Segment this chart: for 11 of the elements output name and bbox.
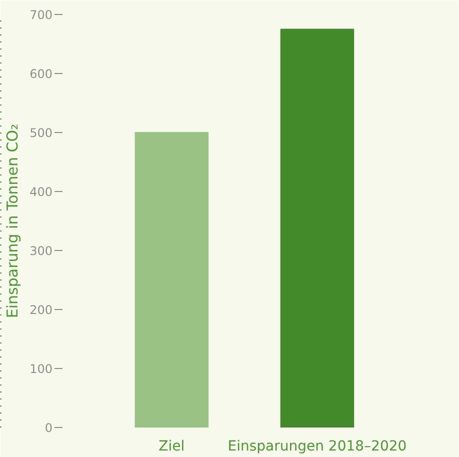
x-tick-label: Ziel [158, 438, 185, 454]
y-tick-label: 400 [30, 185, 52, 199]
y-tick-label: 100 [30, 362, 52, 376]
y-tick-label: 300 [30, 244, 52, 258]
y-tick-label: 600 [30, 67, 52, 81]
y-tick-label: 700 [30, 8, 52, 22]
y-tick-label: 500 [30, 126, 52, 140]
y-tick-label: 0 [44, 421, 53, 435]
y-axis-title: Einsparung in Tonnen CO₂ [4, 124, 22, 318]
x-tick-label: Einsparungen 2018–2020 [228, 438, 407, 454]
y-tick-label: 200 [30, 303, 52, 317]
